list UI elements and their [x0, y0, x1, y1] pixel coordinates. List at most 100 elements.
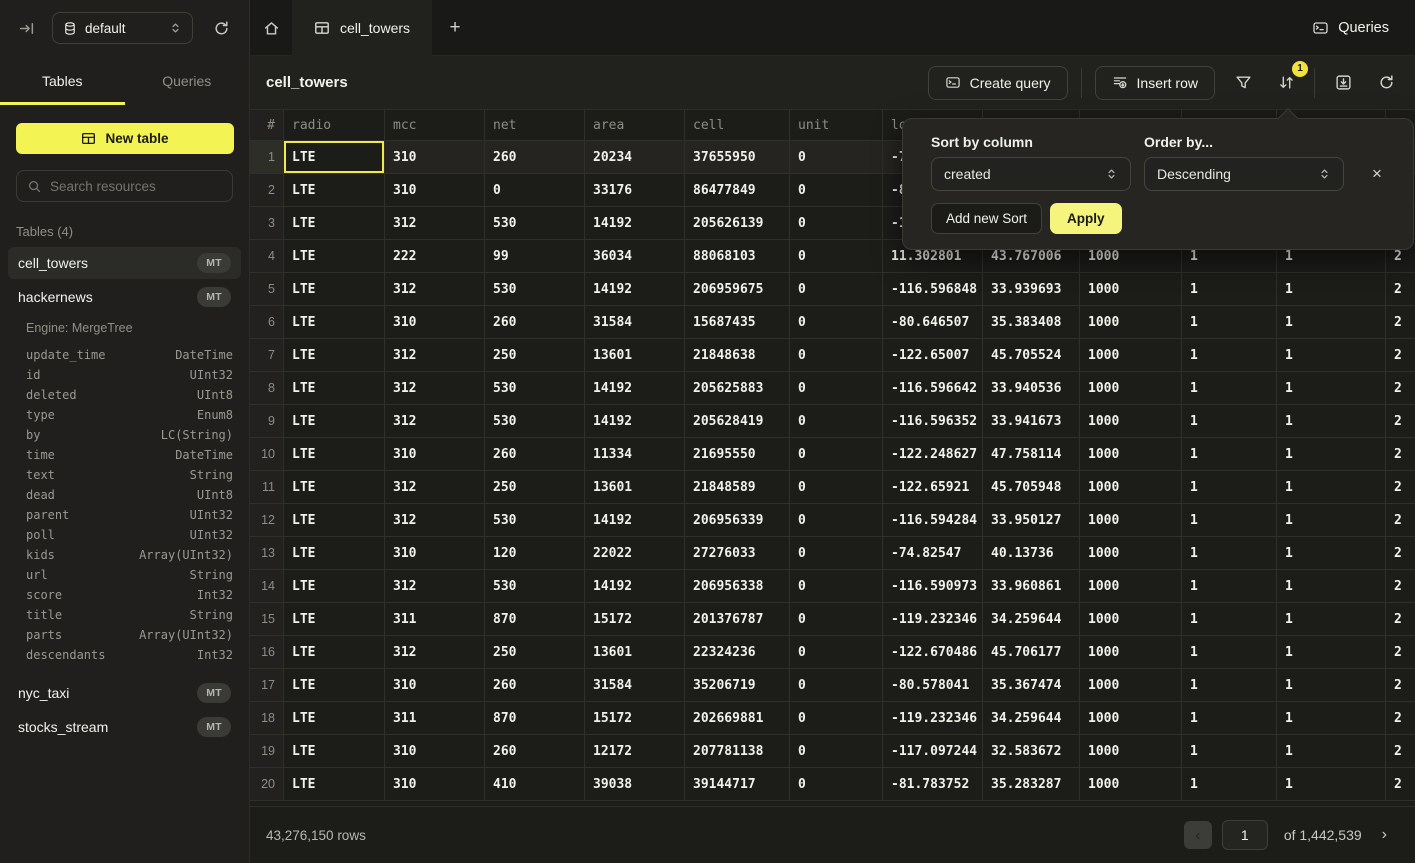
table-cell[interactable]: 2 — [1386, 438, 1415, 471]
table-cell[interactable]: 0 — [790, 174, 883, 207]
table-cell[interactable]: 120 — [485, 537, 585, 570]
table-cell[interactable]: 205628419 — [685, 405, 790, 438]
table-cell[interactable]: -119.232346 — [883, 702, 983, 735]
remove-sort-button[interactable]: × — [1372, 164, 1382, 184]
table-cell[interactable]: 1 — [1182, 702, 1277, 735]
table-cell[interactable]: 260 — [485, 735, 585, 768]
table-cell[interactable]: 1 — [1182, 636, 1277, 669]
table-cell[interactable]: 0 — [790, 570, 883, 603]
sidebar-table-item-nyc_taxi[interactable]: nyc_taxiMT — [8, 677, 241, 709]
table-cell[interactable]: 0 — [790, 735, 883, 768]
table-cell[interactable]: 37655950 — [685, 141, 790, 174]
table-cell[interactable]: 2 — [1386, 405, 1415, 438]
table-cell[interactable]: 260 — [485, 438, 585, 471]
sidebar-table-item-hackernews[interactable]: hackernewsMT — [8, 281, 241, 313]
table-cell[interactable]: -116.596352 — [883, 405, 983, 438]
table-cell[interactable]: 1 — [1182, 339, 1277, 372]
table-cell[interactable]: 14192 — [585, 405, 685, 438]
table-cell[interactable]: 2 — [1386, 768, 1415, 801]
table-cell[interactable]: 310 — [385, 174, 485, 207]
table-cell[interactable]: 33176 — [585, 174, 685, 207]
table-cell[interactable]: 0 — [790, 636, 883, 669]
table-cell[interactable]: 1 — [1277, 702, 1386, 735]
apply-sort-button[interactable]: Apply — [1050, 203, 1122, 234]
table-cell[interactable]: 0 — [790, 405, 883, 438]
tab-cell-towers[interactable]: cell_towers — [292, 0, 432, 56]
table-cell[interactable]: -116.594284 — [883, 504, 983, 537]
table-cell[interactable]: 14192 — [585, 504, 685, 537]
table-cell[interactable]: LTE — [284, 174, 385, 207]
page-number-input[interactable] — [1222, 820, 1268, 850]
table-cell[interactable]: 1 — [1182, 570, 1277, 603]
table-cell[interactable]: 1 — [1277, 636, 1386, 669]
table-cell[interactable]: 1000 — [1080, 504, 1182, 537]
table-cell[interactable]: LTE — [284, 570, 385, 603]
table-cell[interactable]: 310 — [385, 438, 485, 471]
table-cell[interactable]: 33.950127 — [983, 504, 1080, 537]
sidebar-table-item-cell_towers[interactable]: cell_towersMT — [8, 247, 241, 279]
table-cell[interactable]: 310 — [385, 537, 485, 570]
table-cell[interactable]: 35.367474 — [983, 669, 1080, 702]
prev-page-button[interactable]: ‹ — [1184, 821, 1212, 849]
table-cell[interactable]: 0 — [790, 306, 883, 339]
table-cell[interactable]: 1000 — [1080, 702, 1182, 735]
table-cell[interactable]: 1 — [1182, 669, 1277, 702]
table-cell[interactable]: -116.596848 — [883, 273, 983, 306]
table-cell[interactable]: 0 — [790, 504, 883, 537]
table-cell[interactable]: 13601 — [585, 636, 685, 669]
table-cell[interactable]: -122.65007 — [883, 339, 983, 372]
table-cell[interactable]: 14192 — [585, 570, 685, 603]
table-cell[interactable]: 1 — [1182, 438, 1277, 471]
table-cell[interactable]: LTE — [284, 273, 385, 306]
table-cell[interactable]: 530 — [485, 372, 585, 405]
table-cell[interactable]: 530 — [485, 207, 585, 240]
table-cell[interactable]: LTE — [284, 768, 385, 801]
table-cell[interactable]: 1000 — [1080, 537, 1182, 570]
table-cell[interactable]: 2 — [1386, 504, 1415, 537]
table-cell[interactable]: LTE — [284, 735, 385, 768]
table-cell[interactable]: -116.596642 — [883, 372, 983, 405]
table-cell[interactable]: 39038 — [585, 768, 685, 801]
table-cell[interactable]: 22022 — [585, 537, 685, 570]
table-cell[interactable]: LTE — [284, 207, 385, 240]
table-cell[interactable]: 260 — [485, 306, 585, 339]
table-cell[interactable]: LTE — [284, 669, 385, 702]
table-cell[interactable]: 530 — [485, 570, 585, 603]
table-cell[interactable]: 1 — [1182, 306, 1277, 339]
table-cell[interactable]: 20234 — [585, 141, 685, 174]
sidebar-tab-tables[interactable]: Tables — [0, 56, 125, 105]
table-cell[interactable]: 260 — [485, 669, 585, 702]
table-cell[interactable]: 1000 — [1080, 471, 1182, 504]
table-cell[interactable]: 33.960861 — [983, 570, 1080, 603]
table-cell[interactable]: 39144717 — [685, 768, 790, 801]
column-header-area[interactable]: area — [585, 110, 685, 141]
table-cell[interactable]: 1000 — [1080, 570, 1182, 603]
table-cell[interactable]: 14192 — [585, 273, 685, 306]
table-cell[interactable]: 0 — [790, 273, 883, 306]
collapse-sidebar-button[interactable] — [14, 14, 38, 42]
table-cell[interactable]: 0 — [790, 537, 883, 570]
table-cell[interactable]: 36034 — [585, 240, 685, 273]
table-cell[interactable]: 0 — [790, 669, 883, 702]
table-cell[interactable]: 310 — [385, 768, 485, 801]
table-cell[interactable]: LTE — [284, 240, 385, 273]
table-cell[interactable]: 34.259644 — [983, 702, 1080, 735]
table-cell[interactable]: 312 — [385, 636, 485, 669]
sidebar-table-item-stocks_stream[interactable]: stocks_streamMT — [8, 711, 241, 743]
table-cell[interactable]: 2 — [1386, 273, 1415, 306]
table-cell[interactable]: 206956338 — [685, 570, 790, 603]
column-header-#[interactable]: # — [250, 110, 284, 141]
table-cell[interactable]: 2 — [1386, 537, 1415, 570]
search-input[interactable] — [50, 179, 227, 194]
table-cell[interactable]: 33.939693 — [983, 273, 1080, 306]
table-cell[interactable]: 34.259644 — [983, 603, 1080, 636]
table-cell[interactable]: 312 — [385, 504, 485, 537]
table-cell[interactable]: 1 — [1182, 504, 1277, 537]
table-cell[interactable]: 15172 — [585, 702, 685, 735]
table-cell[interactable]: 0 — [790, 702, 883, 735]
table-cell[interactable]: 310 — [385, 669, 485, 702]
table-cell[interactable]: 2 — [1386, 735, 1415, 768]
table-cell[interactable]: 11334 — [585, 438, 685, 471]
column-header-net[interactable]: net — [485, 110, 585, 141]
table-cell[interactable]: -122.65921 — [883, 471, 983, 504]
